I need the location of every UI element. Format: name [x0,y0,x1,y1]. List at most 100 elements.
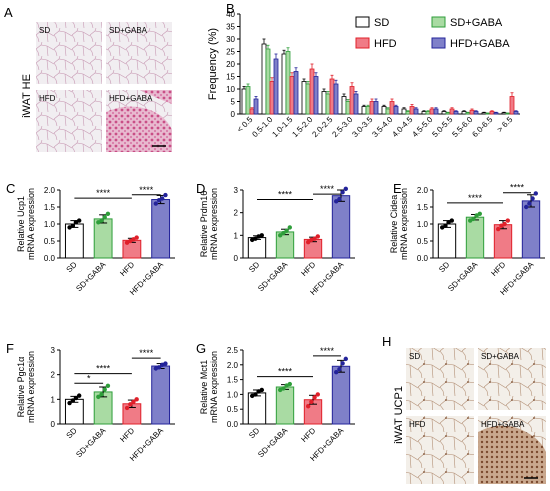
y-tick-label: 0.5 [417,237,429,246]
x-tick-label: SD [247,260,261,274]
y-tick-label: 2 [234,209,239,218]
y-axis-label-line: Relative Cidea [389,195,399,254]
bar-sd-10 [441,111,447,115]
y-tick-label: 0.0 [44,254,56,263]
bar-sd-gaba [465,216,485,259]
data-point [253,392,258,397]
x-tick-label: 2.5-3.0 [330,115,354,139]
x-tick-label: > 6.5 [495,115,514,134]
bar-hfd-gaba-2 [293,71,299,115]
bar-hfd-2 [289,76,295,115]
y-tick-label: 2.0 [227,361,239,370]
x-tick-label: 4.5-5.0 [410,115,434,139]
data-point [502,221,507,227]
panel-b-letter: B [226,1,235,16]
he-tile-hfd-gaba-stain-2 [140,90,172,104]
y-tick-label: 0 [51,420,56,429]
x-tick-label: 6.0-6.5 [470,115,494,139]
data-point [70,223,75,228]
bar-hfd-gaba [331,365,351,425]
y-tick-label: 0.5 [227,405,239,414]
significance-label: **** [139,348,154,358]
data-point [70,398,75,403]
x-tick-label: SD+GABA [74,426,108,460]
y-axis-label-line: Frequency (%) [207,28,219,100]
data-point [163,192,168,198]
data-point [124,405,130,411]
bar-hfd-3 [309,68,315,115]
data-point [96,394,101,400]
x-tick-label: 1.5-2.0 [290,115,314,139]
panel-h-side-label: iWAT UCP1 [393,386,405,444]
bar-sd-gaba-2 [285,51,291,115]
he-tile-hfd-gaba-stain [106,106,172,152]
bar-sd [64,223,84,259]
x-tick-label: HFD [118,426,136,444]
ihc-tile-hfd [406,416,474,484]
bar-hfd-gaba-0 [253,98,259,115]
panel-d: D 0 1 2 3 Relative Prdm16mRNA expression SDSD+… [196,181,355,297]
data-point [287,381,292,387]
bar-hfd-gaba-1 [273,58,279,115]
legend-label-sd: SD [374,17,389,29]
bar-sd-gaba [275,386,295,425]
bar-sd-gaba-8 [405,111,411,115]
x-tick-label: 5.5-6.0 [450,115,474,139]
bar-sd-7 [381,106,387,115]
bar-sd-3 [301,81,307,115]
panel-c-letter: C [6,181,15,196]
y-tick-label: 1.0 [44,220,56,229]
bar-hfd-gaba-3 [313,76,319,115]
x-tick-label: 3.5-4.0 [370,115,394,139]
bar-hfd-gaba-6 [373,101,379,115]
bar-sd-gaba [93,218,113,259]
bar-sd-13 [501,112,507,115]
y-axis-label-line: mRNA expression [26,188,36,260]
he-tile-label-hfd-gaba: HFD+GABA [109,94,153,103]
panel-h: H iWAT UCP1 SD SD+GABA HFD HFD+GABA [382,334,546,484]
data-point [449,218,454,223]
y-axis-label-line: mRNA expression [209,188,219,260]
bar-hfd-gaba-7 [393,106,399,115]
legend-label-hfd-gaba: HFD+GABA [450,38,510,50]
data-point [76,218,82,223]
y-tick-label: 30 [226,35,235,44]
significance-label: **** [510,183,525,193]
panel-e-letter: E [393,181,402,196]
y-tick-label: 0 [231,110,236,119]
y-axis-label: Relative Mct1mRNA expression [199,351,219,423]
bar-sd-gaba-10 [445,112,451,115]
bar-hfd-gaba-9 [433,108,439,115]
data-point [334,370,339,375]
x-tick-label: SD [247,426,261,440]
y-tick-label: 1 [51,395,56,404]
data-point [128,402,133,407]
bar-hfd-gaba-13 [513,111,519,115]
bar-hfd-0 [249,108,255,115]
y-tick-label: 25 [226,48,235,57]
y-axis-label-line: Relative Pgc1α [16,357,26,418]
bar-sd-2 [281,53,287,115]
significance-label: **** [96,188,111,198]
bar-hfd-8 [409,106,415,115]
data-point [99,392,104,397]
y-axis-label-line: mRNA expression [26,351,36,423]
y-tick-label: 1.0 [227,390,239,399]
bar-sd-12 [481,112,487,115]
data-point [284,228,289,233]
panel-e: E 0.0 0.5 1.0 1.5 2.0 Relative CideamRNA expre… [389,181,545,297]
bar-sd-4 [321,91,327,115]
data-point [505,218,510,223]
x-tick-label: SD [65,426,79,440]
y-tick-label: 0.0 [227,420,239,429]
panel-d-letter: D [196,181,205,196]
x-tick-label: HFD [299,260,317,278]
data-point [105,383,111,388]
y-tick-label: 1.5 [44,203,56,212]
y-axis-label-line: mRNA expression [209,351,219,423]
panel-c: C 0.0 0.5 1.0 1.5 2.0 Relative Ucp1mRNA expres… [6,181,175,297]
y-axis-label-line: Relative Mct1 [199,360,209,415]
bar-sd-gaba-3 [305,83,311,115]
y-tick-label: 1.5 [417,203,429,212]
bar-sd-gaba-1 [265,48,271,115]
